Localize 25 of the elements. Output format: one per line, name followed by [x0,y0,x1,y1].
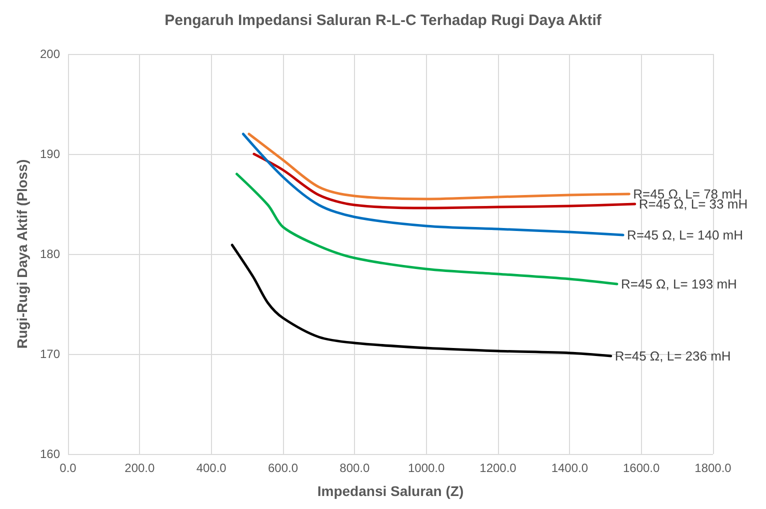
series-label: R=45 Ω, L= 193 mH [620,276,737,292]
x-tick-label: 0.0 [60,461,77,475]
y-tick-label: 160 [40,447,60,461]
x-tick-label: 200.0 [124,461,156,475]
line-series [230,244,612,358]
x-tick-label: 1000.0 [408,461,446,475]
y-tick-label: 170 [40,347,60,361]
y-tick-label: 180 [40,247,60,261]
x-tick-label: 1600.0 [622,461,660,475]
x-tick-label: 800.0 [340,461,370,475]
x-axis-title: Impedansi Saluran (Z) [317,483,464,499]
x-tick-label: 1200.0 [480,461,517,475]
chart-title: Pengaruh Impedansi Saluran R-L-C Terhadap Rugi Daya Aktif [164,12,602,29]
line-series [242,132,624,236]
x-tick-label: 600.0 [268,461,298,475]
y-tick-label: 190 [40,147,60,161]
line-series [236,172,618,286]
y-axis-title: Rugi-Rugi Daya Aktif (Ploss) [14,159,30,349]
series-label: R=45 Ω, L= 140 mH [627,228,744,242]
x-tick-label: 1800.0 [694,461,732,475]
line-series [248,132,630,200]
series-label: R=45 Ω, L= 236 mH [614,348,731,364]
y-tick-label: 200 [40,47,60,61]
x-tick-label: 1400.0 [551,461,588,475]
x-tick-label: 400.0 [196,461,227,475]
